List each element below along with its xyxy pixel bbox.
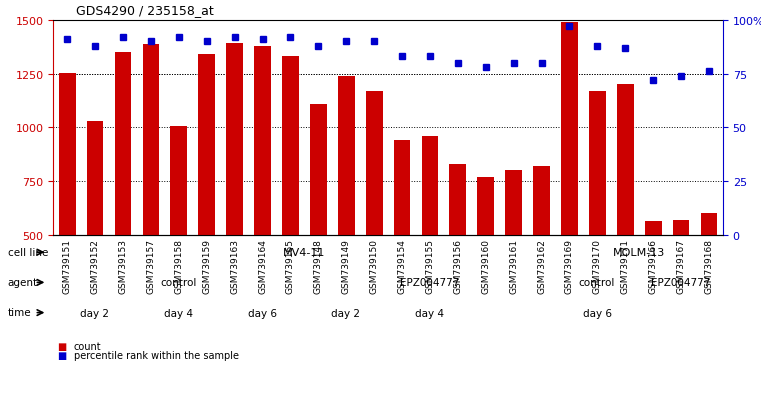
Text: day 6: day 6 [582,308,612,318]
Text: percentile rank within the sample: percentile rank within the sample [74,350,239,360]
Bar [115,53,132,235]
Bar [282,57,299,235]
Bar [87,121,103,235]
Bar [226,44,243,235]
Bar [450,164,466,235]
Bar [533,167,550,235]
Text: EPZ004777: EPZ004777 [400,278,460,288]
Bar [505,171,522,235]
Bar [673,221,689,235]
Text: EPZ004777: EPZ004777 [651,278,711,288]
Bar [59,74,75,235]
Bar [477,178,494,235]
Text: day 4: day 4 [164,308,193,318]
Bar [254,46,271,235]
Text: agent: agent [8,277,38,287]
Bar [589,92,606,235]
Bar [199,55,215,235]
Text: MOLM-13: MOLM-13 [613,247,665,258]
Text: day 4: day 4 [415,308,444,318]
Text: day 6: day 6 [247,308,277,318]
Text: count: count [74,341,101,351]
Bar [393,141,410,235]
Bar [645,221,661,235]
Text: ■: ■ [57,341,66,351]
Bar [422,137,438,235]
Bar [170,127,187,235]
Bar [142,45,159,235]
Bar [310,104,326,235]
Bar [617,85,634,235]
Text: ■: ■ [57,350,66,360]
Text: control: control [579,278,615,288]
Text: cell line: cell line [8,247,48,257]
Bar [338,76,355,235]
Text: day 2: day 2 [80,308,110,318]
Text: time: time [8,307,31,317]
Text: control: control [161,278,196,288]
Text: day 2: day 2 [331,308,361,318]
Text: MV4-11: MV4-11 [283,247,325,258]
Bar [366,92,383,235]
Bar [561,23,578,235]
Text: GDS4290 / 235158_at: GDS4290 / 235158_at [76,4,214,17]
Bar [701,214,718,235]
